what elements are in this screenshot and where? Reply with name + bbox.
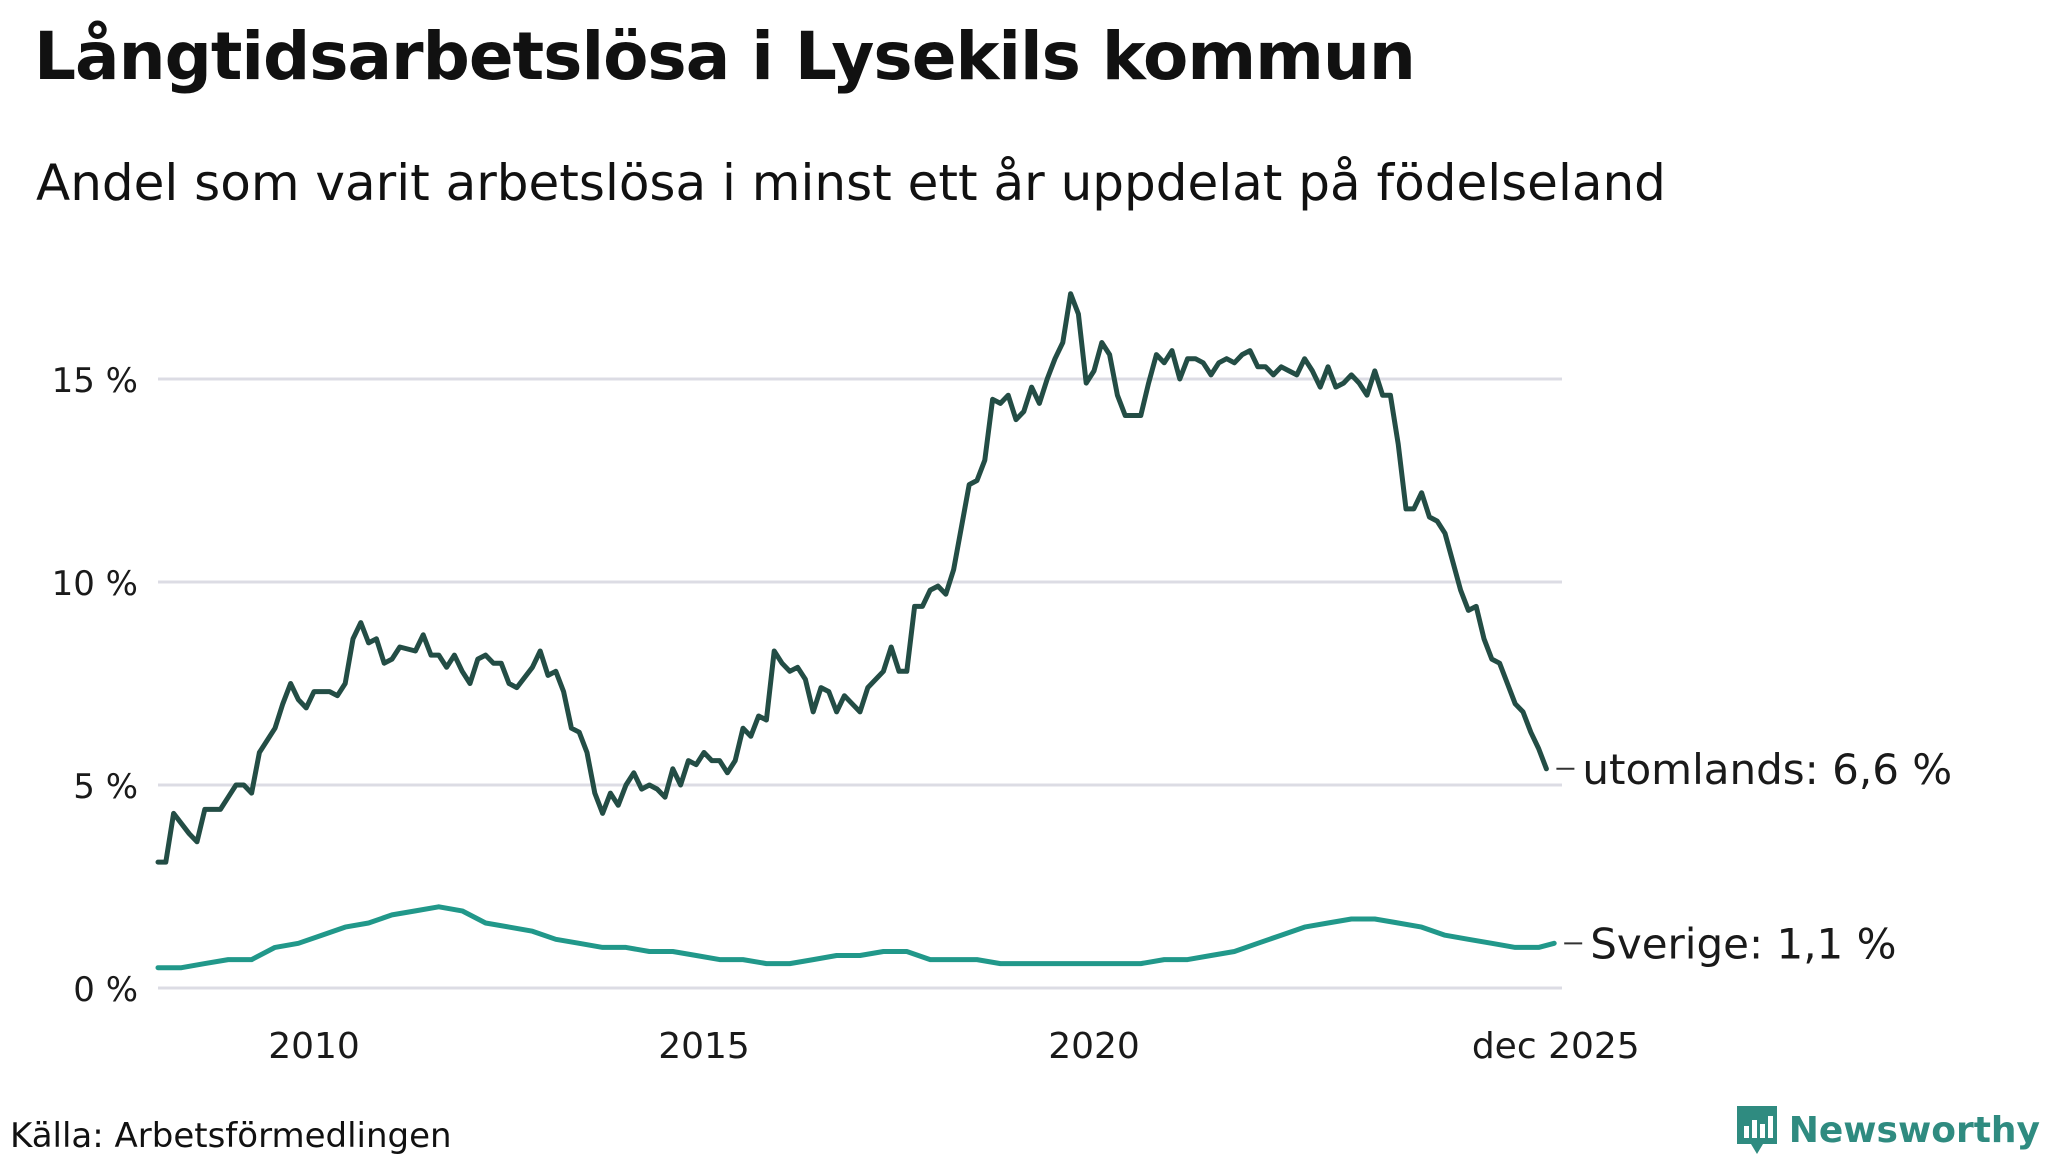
series-end-label: Sverige: 1,1 % — [1590, 919, 1896, 968]
y-tick-label: 10 % — [52, 564, 138, 604]
series-line-utomlands — [155, 291, 1549, 865]
brand-logo: Newsworthy — [1733, 1102, 2040, 1158]
newsworthy-logo-icon — [1736, 1106, 1777, 1154]
x-axis-labels: 2010 2015 2020 dec 2025 — [268, 1026, 1640, 1067]
gridlines — [158, 377, 1562, 990]
series-end-labels: utomlands: 6,6 % Sverige: 1,1 % — [1556, 745, 1952, 968]
y-axis-labels: 0 % 5 % 10 % 15 % — [52, 361, 138, 1010]
x-tick-label: 2015 — [658, 1026, 750, 1067]
x-tick-label: dec 2025 — [1472, 1026, 1640, 1067]
chart-title: Långtidsarbetslösa i Lysekils kommun — [34, 18, 1416, 95]
source-credit: Källa: Arbetsförmedlingen — [10, 1116, 452, 1156]
x-tick-label: 2020 — [1048, 1026, 1140, 1067]
y-tick-label: 5 % — [73, 767, 138, 807]
y-tick-label: 0 % — [73, 970, 138, 1010]
y-tick-label: 15 % — [52, 361, 138, 401]
series-line-sverige — [155, 904, 1557, 971]
series-lines — [155, 291, 1557, 971]
series-end-label: utomlands: 6,6 % — [1582, 745, 1952, 794]
brand-name: Newsworthy — [1788, 1109, 2040, 1151]
x-tick-label: 2010 — [268, 1026, 360, 1067]
chart-subtitle: Andel som varit arbetslösa i minst ett å… — [36, 154, 1666, 212]
